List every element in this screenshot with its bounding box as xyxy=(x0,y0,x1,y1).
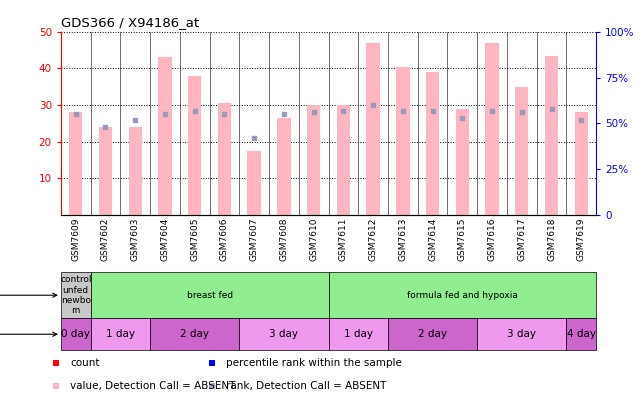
Text: 4 day: 4 day xyxy=(567,329,595,339)
Bar xyxy=(150,318,239,350)
Text: formula fed and hypoxia: formula fed and hypoxia xyxy=(407,291,518,300)
Bar xyxy=(99,127,112,215)
Bar xyxy=(90,272,328,318)
Text: 2 day: 2 day xyxy=(180,329,209,339)
Text: GDS366 / X94186_at: GDS366 / X94186_at xyxy=(61,16,199,29)
Bar xyxy=(328,318,388,350)
Text: breast fed: breast fed xyxy=(187,291,233,300)
Bar xyxy=(61,272,90,318)
Bar xyxy=(388,318,477,350)
Bar xyxy=(337,105,350,215)
Text: 1 day: 1 day xyxy=(344,329,373,339)
Bar xyxy=(367,43,380,215)
Bar xyxy=(277,118,290,215)
Bar xyxy=(328,272,596,318)
Text: protocol: protocol xyxy=(0,290,57,300)
Bar xyxy=(239,318,328,350)
Text: 3 day: 3 day xyxy=(507,329,537,339)
Bar xyxy=(456,109,469,215)
Bar xyxy=(515,87,528,215)
Text: 3 day: 3 day xyxy=(269,329,299,339)
Bar xyxy=(61,318,90,350)
Bar xyxy=(188,76,201,215)
Text: rank, Detection Call = ABSENT: rank, Detection Call = ABSENT xyxy=(226,381,387,391)
Bar xyxy=(426,72,439,215)
Text: percentile rank within the sample: percentile rank within the sample xyxy=(226,358,402,368)
Bar xyxy=(69,112,83,215)
Text: time: time xyxy=(0,329,57,339)
Text: count: count xyxy=(70,358,99,368)
Bar xyxy=(307,105,320,215)
Text: 2 day: 2 day xyxy=(418,329,447,339)
Bar xyxy=(396,67,410,215)
Text: 0 day: 0 day xyxy=(62,329,90,339)
Bar xyxy=(485,43,499,215)
Bar xyxy=(574,112,588,215)
Text: 1 day: 1 day xyxy=(106,329,135,339)
Bar xyxy=(567,318,596,350)
Text: value, Detection Call = ABSENT: value, Detection Call = ABSENT xyxy=(70,381,235,391)
Bar xyxy=(129,127,142,215)
Text: control
unfed
newbo
rn: control unfed newbo rn xyxy=(60,275,92,315)
Bar xyxy=(90,318,150,350)
Bar xyxy=(545,55,558,215)
Bar xyxy=(247,151,261,215)
Bar xyxy=(218,103,231,215)
Bar xyxy=(158,57,172,215)
Bar xyxy=(477,318,567,350)
